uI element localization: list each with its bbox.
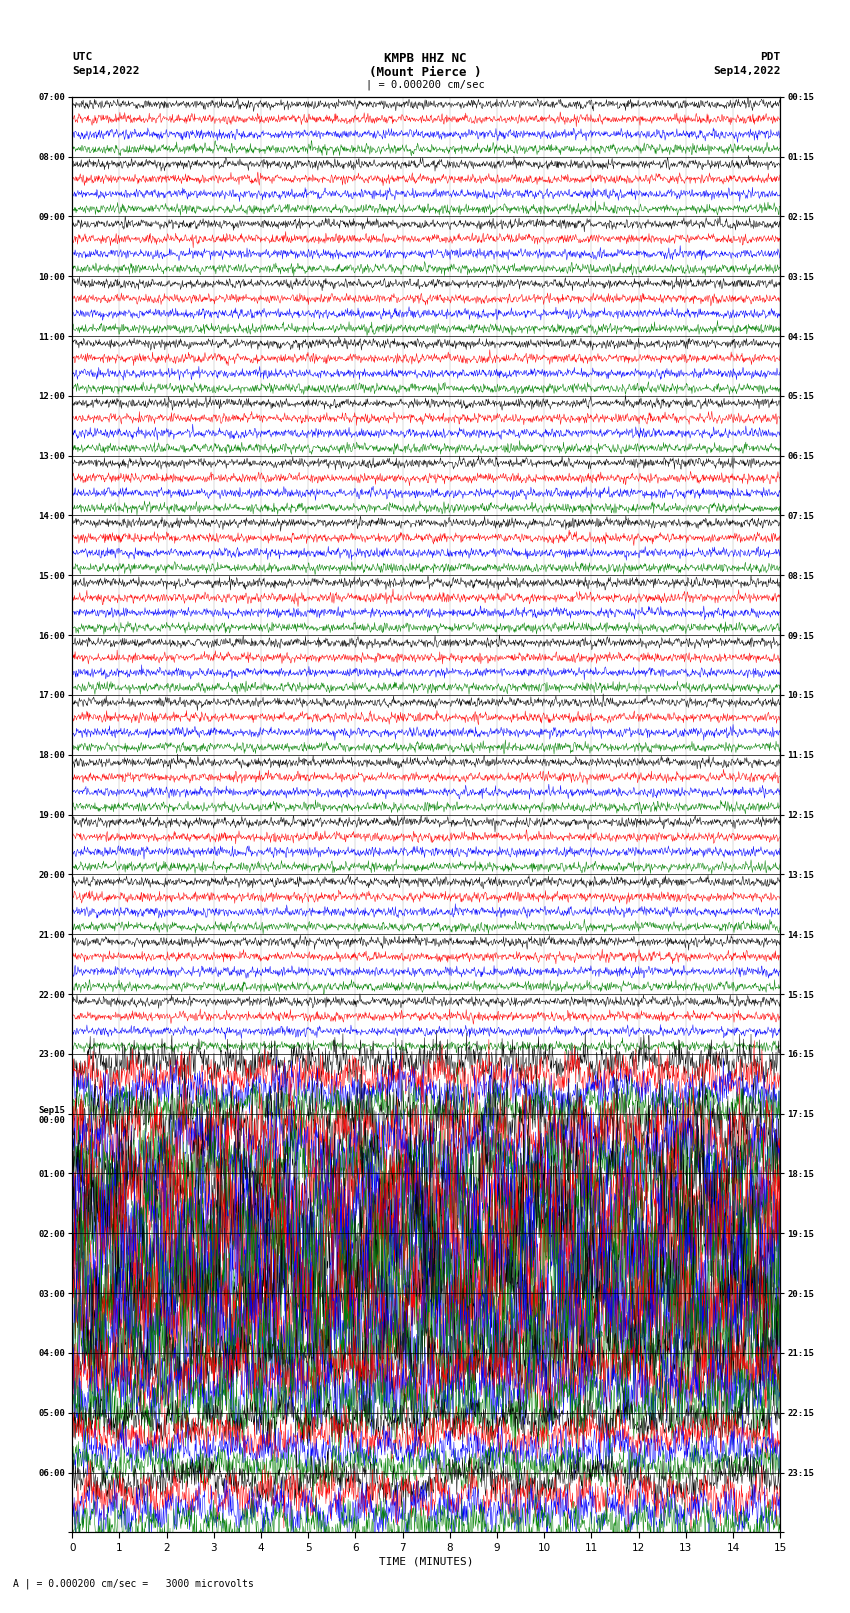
Text: A | = 0.000200 cm/sec =   3000 microvolts: A | = 0.000200 cm/sec = 3000 microvolts (13, 1578, 253, 1589)
Text: | = 0.000200 cm/sec: | = 0.000200 cm/sec (366, 79, 484, 90)
Text: KMPB HHZ NC: KMPB HHZ NC (383, 52, 467, 65)
Text: Sep14,2022: Sep14,2022 (72, 66, 139, 76)
Text: UTC: UTC (72, 52, 93, 61)
Text: Sep14,2022: Sep14,2022 (713, 66, 780, 76)
Text: (Mount Pierce ): (Mount Pierce ) (369, 66, 481, 79)
Text: PDT: PDT (760, 52, 780, 61)
X-axis label: TIME (MINUTES): TIME (MINUTES) (379, 1557, 473, 1566)
